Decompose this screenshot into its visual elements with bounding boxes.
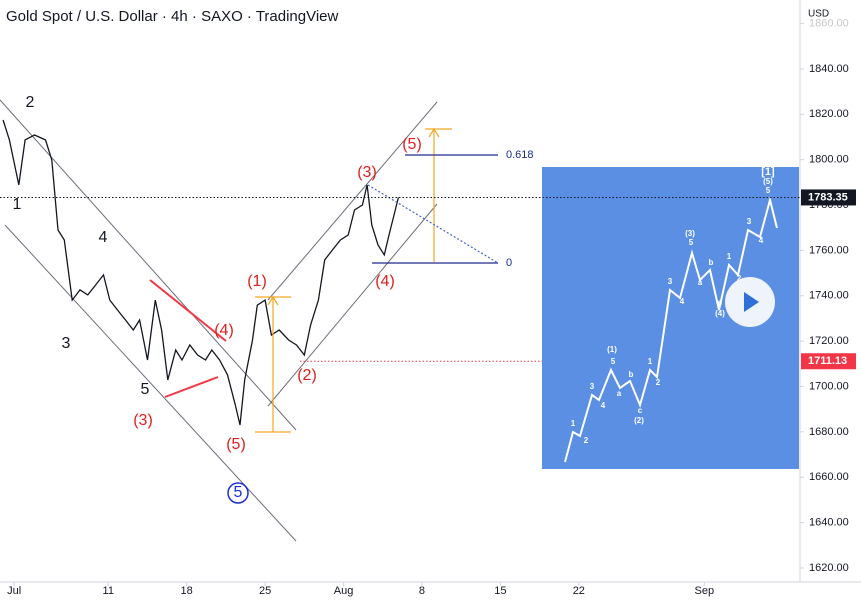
inset-label: 2: [656, 378, 661, 387]
wave-label: (5): [402, 136, 422, 153]
wave-label: 4: [99, 229, 108, 246]
inset-label: 5: [689, 238, 694, 247]
wave-label: 2: [26, 94, 35, 111]
y-tick-label: 1640.00: [809, 516, 849, 528]
inset-label: 4: [680, 297, 685, 306]
x-tick-label: 25: [259, 585, 271, 597]
inset-wave: [564, 196, 778, 463]
wave-label: (1): [247, 273, 267, 290]
inset-label: c: [718, 298, 723, 307]
arrow-head: [428, 127, 440, 138]
x-tick-label: 11: [103, 585, 114, 597]
wave-label: (5): [226, 436, 246, 453]
price-line: [2, 119, 400, 426]
y-tick-label: 1620.00: [809, 562, 849, 574]
triangle-line: [149, 279, 227, 342]
price-tag: [801, 189, 856, 206]
price-tag-label: 1783.35: [808, 191, 848, 203]
inset-label: [1]: [761, 166, 775, 178]
fib-label: 0: [506, 257, 512, 269]
y-tick-label: 1680.00: [809, 426, 849, 438]
y-tick-label: 1720.00: [809, 335, 849, 347]
y-tick-label: 1760.00: [809, 244, 849, 256]
inset-label: 5: [766, 186, 771, 195]
x-tick-label: 8: [419, 585, 425, 597]
inset-label: (4): [715, 309, 725, 318]
y-tick-label: 1660.00: [809, 471, 849, 483]
triangle-line: [164, 376, 219, 398]
y-tick-label: 1800.00: [809, 154, 849, 166]
inset-label: 1: [727, 252, 732, 261]
fib-label: 0.618: [506, 149, 534, 161]
x-tick-label: 18: [181, 585, 193, 597]
price-tag: [801, 353, 856, 370]
wave-label: (3): [357, 164, 377, 181]
currency-label: USD: [808, 9, 829, 20]
wave-label: (2): [297, 367, 317, 384]
inset-label: (3): [685, 229, 695, 238]
inset-label: 1: [648, 357, 653, 366]
projections: [255, 127, 452, 433]
channels: [0, 99, 438, 542]
wave-label: 1: [13, 196, 22, 213]
x-tick-label: 15: [494, 585, 506, 597]
chart-title: Gold Spot / U.S. Dollar · 4h · SAXO · Tr…: [6, 8, 339, 25]
wave-label: (4): [214, 322, 234, 339]
wave-circle: [227, 482, 249, 504]
y-tick-label: 1860.00: [809, 17, 849, 29]
wave-label: (3): [133, 412, 153, 429]
y-tick-label: 1840.00: [809, 63, 849, 75]
inset-label: 4: [601, 401, 606, 410]
play-icon: [744, 292, 759, 312]
inset-label: 3: [668, 277, 673, 286]
inset-label: 5: [611, 357, 616, 366]
x-tick-label: 22: [573, 585, 585, 597]
triangle: [149, 279, 227, 398]
inset-label: (2): [634, 416, 644, 425]
inset-label: 4: [759, 236, 764, 245]
y-tick-label: 1700.00: [809, 380, 849, 392]
inset-label: (5): [763, 177, 773, 186]
inset-label: (1): [607, 345, 617, 354]
y-tick-label: 1740.00: [809, 290, 849, 302]
channel-line: [267, 101, 438, 301]
inset-label: 3: [590, 382, 595, 391]
wave-label: 5: [141, 381, 150, 398]
x-tick-label: Aug: [334, 585, 354, 597]
inset-label: c: [638, 406, 643, 415]
inset-label: 1: [571, 419, 576, 428]
inset-label: a: [617, 389, 622, 398]
arrow-head: [267, 295, 279, 306]
wave-label: (4): [375, 273, 395, 290]
inset-label: a: [698, 278, 703, 287]
x-tick-label: Jul: [7, 585, 21, 597]
wave-label: 5: [234, 484, 243, 501]
inset-label: b: [709, 258, 714, 267]
wave-label: 3: [62, 335, 71, 352]
inset-label: b: [629, 370, 634, 379]
inset-label: 3: [747, 217, 752, 226]
y-tick-label: 1820.00: [809, 108, 849, 120]
inset-label: 2: [737, 274, 742, 283]
x-tick-label: Sep: [695, 585, 715, 597]
fib-trend: [367, 184, 499, 264]
price-tag-label: 1711.13: [808, 355, 847, 367]
fibonacci: [367, 154, 499, 264]
inset-label: 2: [584, 436, 589, 445]
channel-line: [0, 99, 297, 431]
channel-line: [267, 203, 438, 407]
